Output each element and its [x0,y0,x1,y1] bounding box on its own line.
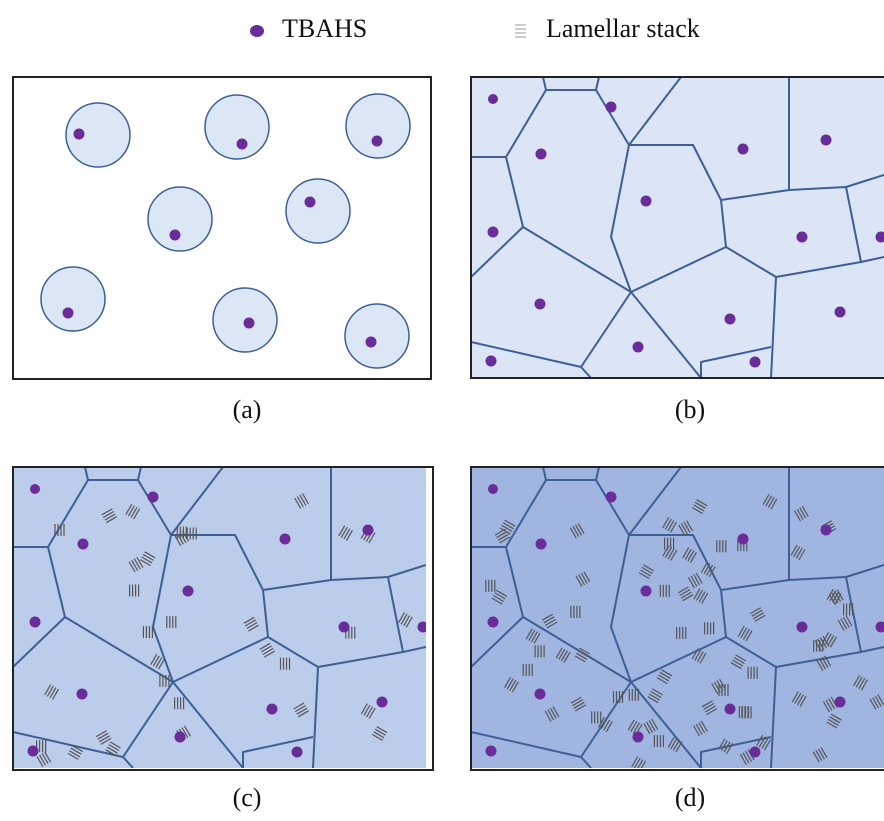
panel-label: (c) [233,783,262,812]
legend-lamellar [515,25,526,37]
panel-label: (b) [675,395,705,424]
panel-a [13,77,431,379]
panel-d [471,467,884,771]
legend-label: TBAHS [282,14,367,43]
figure: TBAHS Lamellar stack [0,0,884,821]
legend-label: Lamellar stack [546,14,700,43]
panel-label: (d) [675,783,705,812]
panel-b [471,77,884,378]
panel-label: (a) [233,395,262,424]
panel-c [13,467,433,770]
legend-dot [250,25,264,37]
